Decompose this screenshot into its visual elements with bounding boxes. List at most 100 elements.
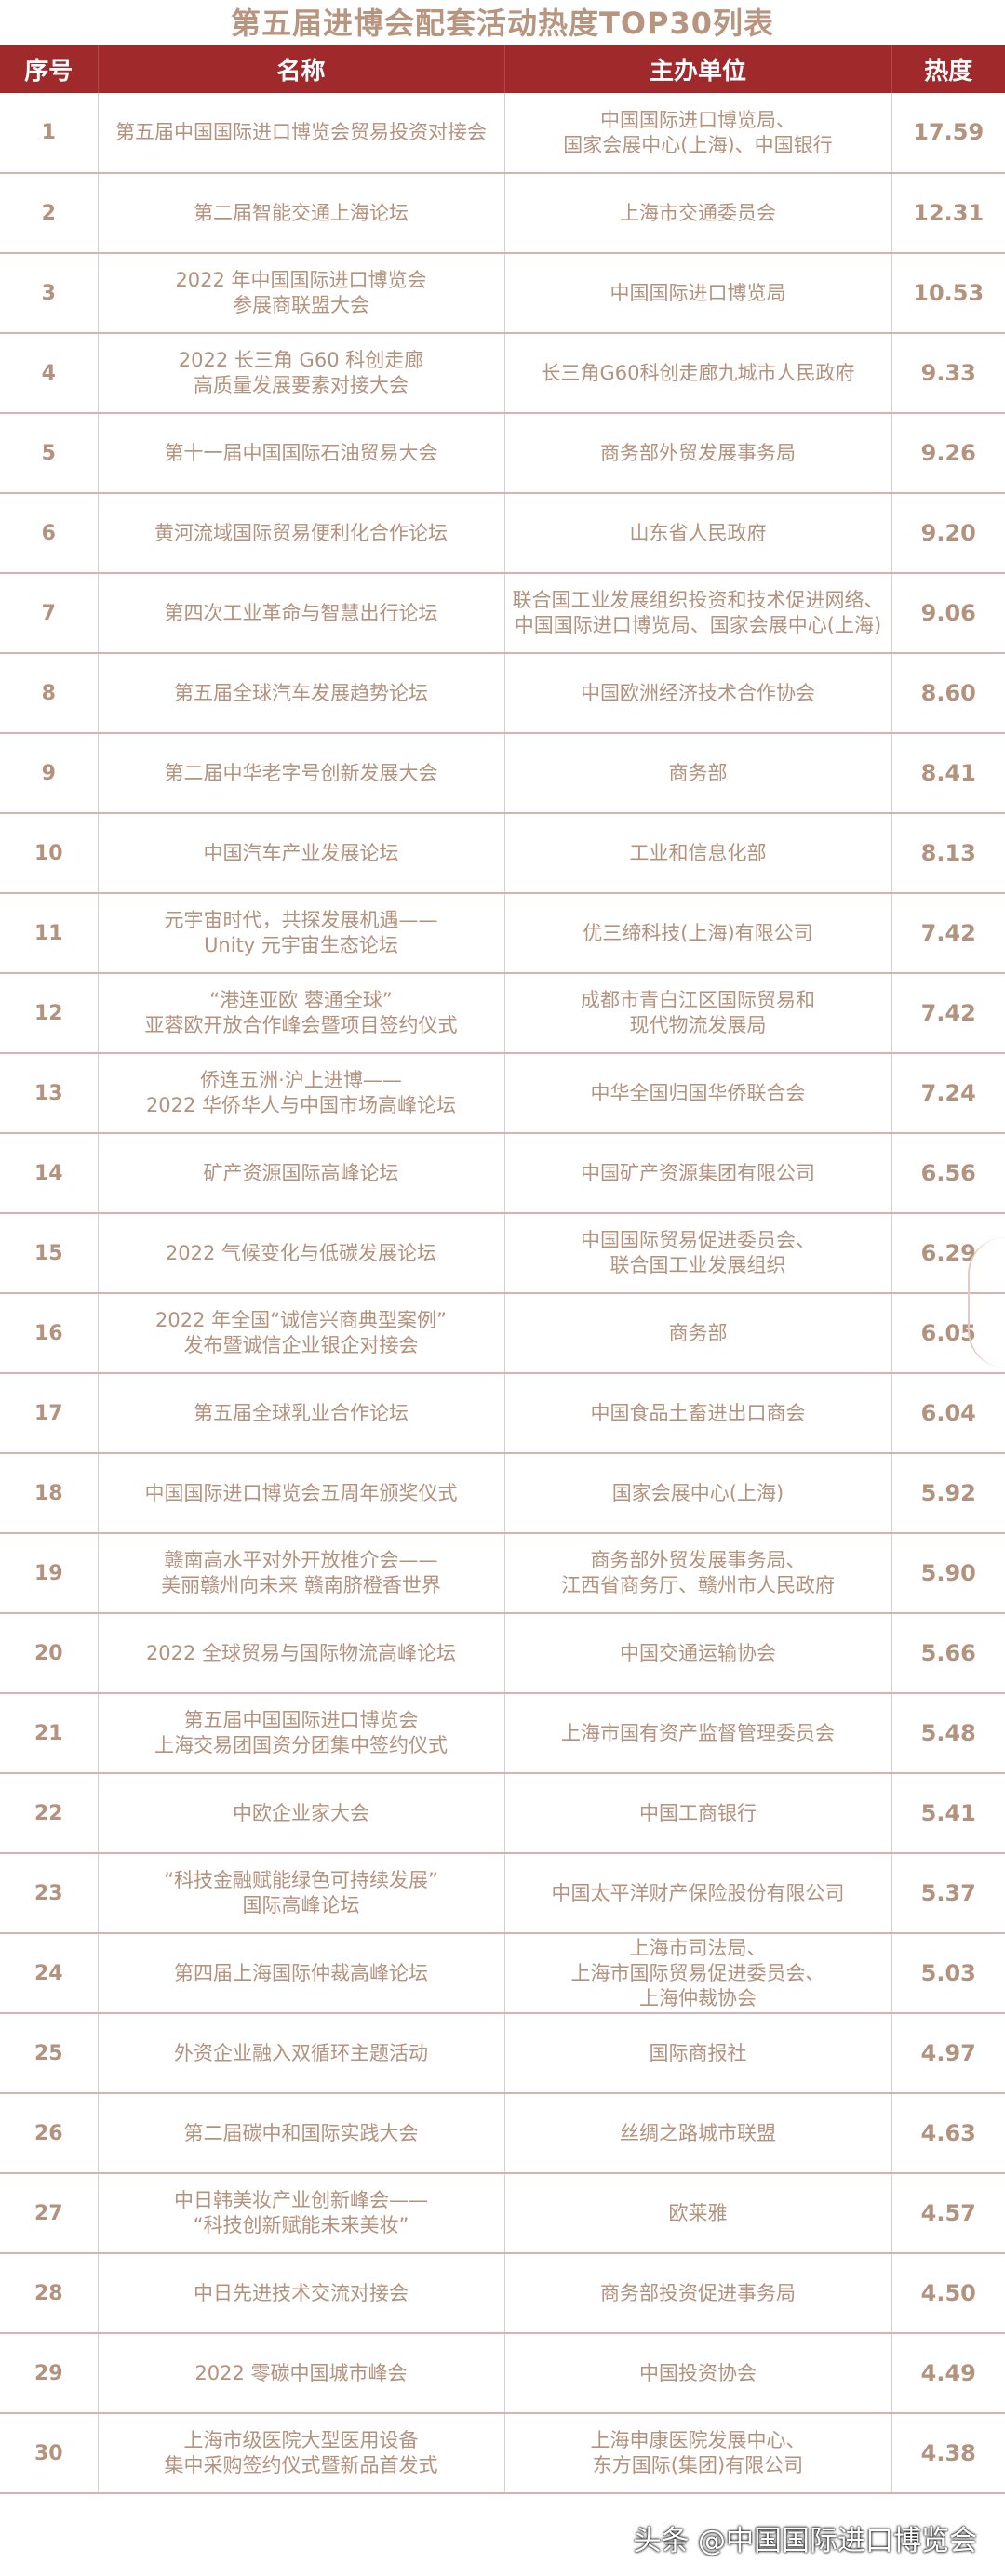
organizer: 中国国际贸易促进委员会、 联合国工业发展组织	[504, 1213, 892, 1293]
heat-value: 6.56	[920, 1159, 976, 1186]
table-row: 6 黄河流域国际贸易便利化合作论坛 山东省人民政府 9.20	[0, 493, 1005, 573]
organizer: 国家会展中心(上海)	[504, 1453, 892, 1533]
watermark: 头条 @中国国际进口博览会	[633, 2525, 977, 2557]
table-row: 15 2022 气候变化与低碳发展论坛 中国国际贸易促进委员会、 联合国工业发展组织…	[0, 1213, 1005, 1293]
row-index: 1	[0, 93, 99, 173]
table-row: 1 第五届中国国际进口博览会贸易投资对接会 中国国际进口博览局、 国家会展中心(上海…	[0, 93, 1005, 173]
event-name: 第四届上海国际仲裁高峰论坛	[98, 1933, 505, 2013]
event-name: 第五届中国国际进口博览会贸易投资对接会	[98, 93, 505, 173]
event-name: 第二届中华老字号创新发展大会	[98, 733, 505, 813]
row-index: 12	[0, 973, 99, 1053]
row-index: 25	[0, 2013, 99, 2093]
row-index: 26	[0, 2093, 99, 2173]
event-name: 中欧企业家大会	[98, 1773, 505, 1853]
organizer: 联合国工业发展组织投资和技术促进网络、 中国国际进口博览局、国家会展中心(上海)	[504, 573, 892, 653]
event-name: 第五届中国国际进口博览会 上海交易团国资分团集中签约仪式	[98, 1693, 505, 1773]
heat-value: 5.92	[920, 1479, 976, 1506]
table-row: 4 2022 长三角 G60 科创走廊 高质量发展要素对接大会 长三角G60科创走廊…	[0, 333, 1005, 413]
event-name: 元宇宙时代，共探发展机遇—— Unity 元宇宙生态论坛	[98, 893, 505, 973]
row-index: 27	[0, 2173, 99, 2253]
table-row: 30 上海市级医院大型医用设备 集中采购签约仪式暨新品首发式 上海申康医院发展中心、…	[0, 2413, 1005, 2493]
organizer: 中国欧洲经济技术合作协会	[504, 653, 892, 733]
event-name: 2022 年中国国际进口博览会 参展商联盟大会	[98, 253, 505, 333]
row-index: 23	[0, 1853, 99, 1933]
row-index: 16	[0, 1293, 99, 1373]
event-name: 第二届智能交通上海论坛	[98, 173, 505, 253]
row-index: 7	[0, 573, 99, 653]
event-name: 外资企业融入双循环主题活动	[98, 2013, 505, 2093]
organizer: 山东省人民政府	[504, 493, 892, 573]
event-name: 侨连五洲·沪上进博—— 2022 华侨华人与中国市场高峰论坛	[98, 1053, 505, 1133]
table-row: 27 中日韩美妆产业创新峰会—— “科技创新赋能未来美妆” 欧莱雅 4.57	[0, 2173, 1005, 2253]
organizer: 商务部	[504, 733, 892, 813]
heat-value: 4.57	[920, 2199, 976, 2226]
table-row: 26 第二届碳中和国际实践大会 丝绸之路城市联盟 4.63	[0, 2093, 1005, 2173]
row-index: 29	[0, 2333, 99, 2413]
organizer: 商务部外贸发展事务局	[504, 413, 892, 493]
table-row: 17 第五届全球乳业合作论坛 中国食品土畜进出口商会 6.04	[0, 1373, 1005, 1453]
heat-value: 9.20	[920, 519, 976, 546]
event-name: “科技金融赋能绿色可持续发展” 国际高峰论坛	[98, 1853, 505, 1933]
table-row: 29 2022 零碳中国城市峰会 中国投资协会 4.49	[0, 2333, 1005, 2413]
event-name: 第二届碳中和国际实践大会	[98, 2093, 505, 2173]
row-index: 11	[0, 893, 99, 973]
organizer: 中国国际进口博览局	[504, 253, 892, 333]
event-name: 矿产资源国际高峰论坛	[98, 1133, 505, 1213]
heat-value: 9.33	[920, 359, 976, 386]
row-index: 28	[0, 2253, 99, 2333]
heat-value: 7.42	[920, 919, 976, 946]
row-index: 30	[0, 2413, 99, 2493]
row-index: 19	[0, 1533, 99, 1613]
header-name: 名称	[98, 45, 505, 93]
row-index: 3	[0, 253, 99, 333]
heat-value: 5.66	[920, 1639, 976, 1666]
event-name: 中日韩美妆产业创新峰会—— “科技创新赋能未来美妆”	[98, 2173, 505, 2253]
table-row: 16 2022 年全国“诚信兴商典型案例” 发布暨诚信企业银企对接会 商务部 6.05	[0, 1293, 1005, 1373]
heat-value: 6.05	[920, 1319, 976, 1346]
heat-value: 5.90	[920, 1559, 976, 1586]
organizer: 中国食品土畜进出口商会	[504, 1373, 892, 1453]
row-index: 22	[0, 1773, 99, 1853]
organizer: 国际商报社	[504, 2013, 892, 2093]
table-row: 2 第二届智能交通上海论坛 上海市交通委员会 12.31	[0, 173, 1005, 253]
heat-value: 8.13	[920, 839, 976, 866]
organizer: 工业和信息化部	[504, 813, 892, 893]
row-index: 10	[0, 813, 99, 893]
row-index: 14	[0, 1133, 99, 1213]
event-name: 第五届全球汽车发展趋势论坛	[98, 653, 505, 733]
event-name: 2022 全球贸易与国际物流高峰论坛	[98, 1613, 505, 1693]
row-index: 24	[0, 1933, 99, 2013]
table-row: 9 第二届中华老字号创新发展大会 商务部 8.41	[0, 733, 1005, 813]
row-index: 18	[0, 1453, 99, 1533]
heat-value: 5.03	[920, 1959, 976, 1986]
event-name: 赣南高水平对外开放推介会—— 美丽赣州向未来 赣南脐橙香世界	[98, 1533, 505, 1613]
heat-value: 17.59	[913, 119, 985, 145]
table-row: 24 第四届上海国际仲裁高峰论坛 上海市司法局、 上海市国际贸易促进委员会、 上海仲…	[0, 1933, 1005, 2013]
table-row: 3 2022 年中国国际进口博览会 参展商联盟大会 中国国际进口博览局 10.53	[0, 253, 1005, 333]
organizer: 中国投资协会	[504, 2333, 892, 2413]
table-row: 12 “港连亚欧 蓉通全球” 亚蓉欧开放合作峰会暨项目签约仪式 成都市青白江区国际贸…	[0, 973, 1005, 1053]
event-name: 上海市级医院大型医用设备 集中采购签约仪式暨新品首发式	[98, 2413, 505, 2493]
heat-value: 9.06	[920, 599, 976, 626]
row-index: 6	[0, 493, 99, 573]
heat-value: 7.42	[920, 999, 976, 1026]
row-index: 20	[0, 1613, 99, 1693]
heat-value: 5.37	[920, 1879, 976, 1906]
organizer: 中华全国归国华侨联合会	[504, 1053, 892, 1133]
table-row: 21 第五届中国国际进口博览会 上海交易团国资分团集中签约仪式 上海市国有资产监督管…	[0, 1693, 1005, 1773]
organizer: 中国太平洋财产保险股份有限公司	[504, 1853, 892, 1933]
event-name: 2022 长三角 G60 科创走廊 高质量发展要素对接大会	[98, 333, 505, 413]
heat-value: 4.50	[920, 2279, 976, 2306]
event-name: 中国汽车产业发展论坛	[98, 813, 505, 893]
organizer: 商务部投资促进事务局	[504, 2253, 892, 2333]
row-index: 8	[0, 653, 99, 733]
event-name: “港连亚欧 蓉通全球” 亚蓉欧开放合作峰会暨项目签约仪式	[98, 973, 505, 1053]
header-index: 序号	[0, 45, 99, 93]
organizer: 上海申康医院发展中心、 东方国际(集团)有限公司	[504, 2413, 892, 2493]
table-row: 10 中国汽车产业发展论坛 工业和信息化部 8.13	[0, 813, 1005, 893]
heat-value: 7.24	[920, 1079, 976, 1106]
organizer: 欧莱雅	[504, 2173, 892, 2253]
table-row: 19 赣南高水平对外开放推介会—— 美丽赣州向未来 赣南脐橙香世界 商务部外贸发展事…	[0, 1533, 1005, 1613]
table-row: 23 “科技金融赋能绿色可持续发展” 国际高峰论坛 中国太平洋财产保险股份有限公司 5…	[0, 1853, 1005, 1933]
heat-value: 8.60	[920, 679, 976, 706]
